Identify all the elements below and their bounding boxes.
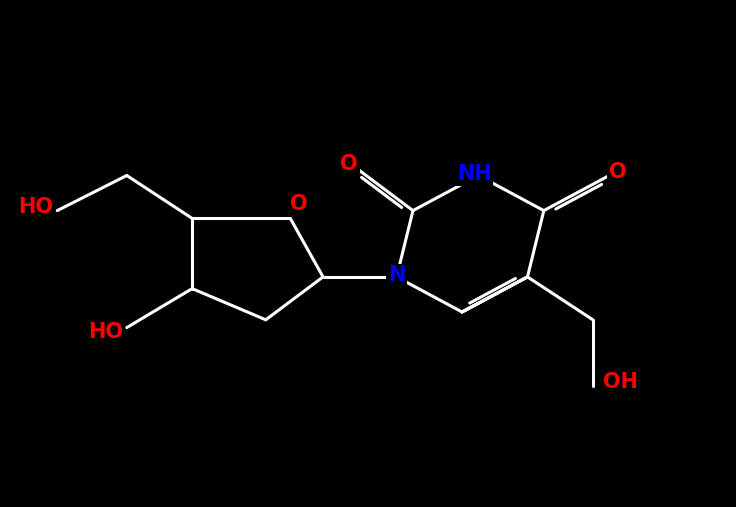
- Text: HO: HO: [88, 321, 123, 342]
- Text: O: O: [290, 194, 308, 214]
- Text: HO: HO: [18, 197, 53, 216]
- Text: O: O: [340, 154, 358, 174]
- Text: OH: OH: [603, 372, 637, 392]
- Text: NH: NH: [457, 164, 492, 184]
- Text: N: N: [388, 265, 406, 285]
- Text: O: O: [609, 162, 626, 182]
